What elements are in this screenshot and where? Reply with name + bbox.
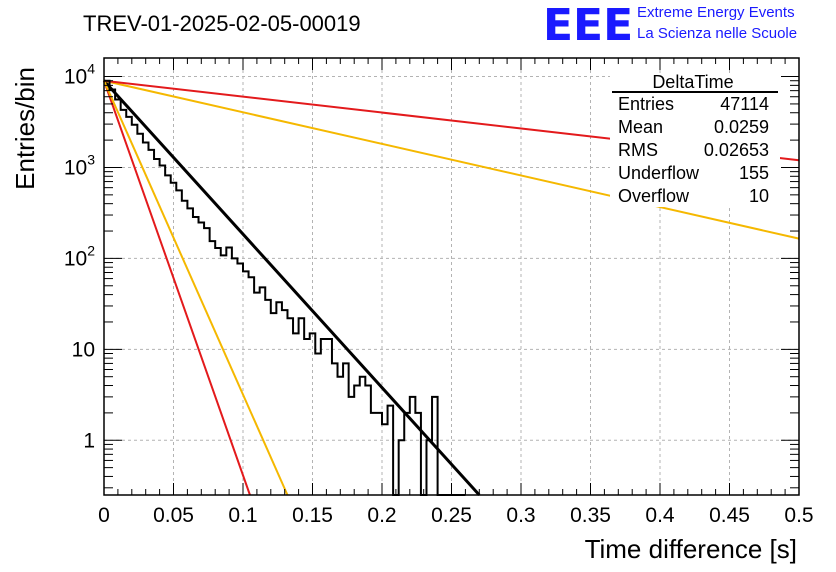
y-axis-title: Entries/bin [10, 67, 40, 190]
y-tick-label: 104 [64, 61, 95, 89]
x-tick-label: 0.45 [709, 504, 750, 527]
y-tick-label: 103 [64, 151, 95, 179]
stat-label-mean: Mean [618, 117, 663, 137]
x-tick-label: 0.3 [506, 504, 535, 527]
fit-line-1 [103, 80, 251, 496]
x-tick-label: 0 [98, 504, 110, 527]
stats-box-background [610, 73, 780, 207]
fit-line-3 [103, 79, 800, 240]
x-axis-title: Time difference [s] [585, 534, 797, 564]
fit-line-0 [102, 79, 481, 497]
logo-line-2: La Scienza nelle Scuole [637, 25, 797, 42]
x-axis: 0 0.05 0.1 0.15 0.2 0.25 0.3 0.35 0.4 0.45 0.5 [98, 58, 814, 527]
x-tick-label: 0.15 [292, 504, 333, 527]
stat-value-rms: 0.02653 [704, 140, 769, 160]
stat-value-mean: 0.0259 [714, 117, 769, 137]
x-tick-label: 0.5 [784, 504, 813, 527]
stat-value-entries: 47114 [720, 94, 769, 114]
stats-box-name: DeltaTime [652, 72, 733, 92]
logo-eee-text: EEE [543, 0, 633, 51]
x-tick-label: 0.35 [570, 504, 611, 527]
stat-label-entries: Entries [618, 94, 674, 114]
stat-value-underflow: 155 [739, 163, 769, 183]
logo-line-1: Extreme Energy Events [637, 4, 795, 21]
y-tick-label: 10 [72, 338, 95, 361]
y-tick-label: 1 [83, 429, 95, 452]
stats-box: DeltaTime Entries 47114 Mean 0.0259 RMS … [610, 72, 780, 207]
x-tick-label: 0.25 [431, 504, 472, 527]
x-tick-label: 0.2 [367, 504, 396, 527]
x-tick-label: 0.1 [228, 504, 257, 527]
eee-logo: EEE Extreme Energy Events La Scienza nel… [543, 0, 797, 51]
x-tick-label: 0.4 [645, 504, 675, 527]
stat-value-overflow: 10 [749, 186, 769, 206]
y-tick-label: 102 [64, 242, 95, 270]
y-axis: 1 10 102 103 104 [64, 61, 799, 489]
histogram [104, 79, 466, 496]
x-tick-label: 0.05 [153, 504, 194, 527]
stat-label-overflow: Overflow [618, 186, 690, 206]
stat-label-underflow: Underflow [618, 163, 700, 183]
chart-title: TREV-01-2025-02-05-00019 [83, 11, 361, 36]
fit-line-2 [103, 80, 289, 496]
stat-label-rms: RMS [618, 140, 658, 160]
